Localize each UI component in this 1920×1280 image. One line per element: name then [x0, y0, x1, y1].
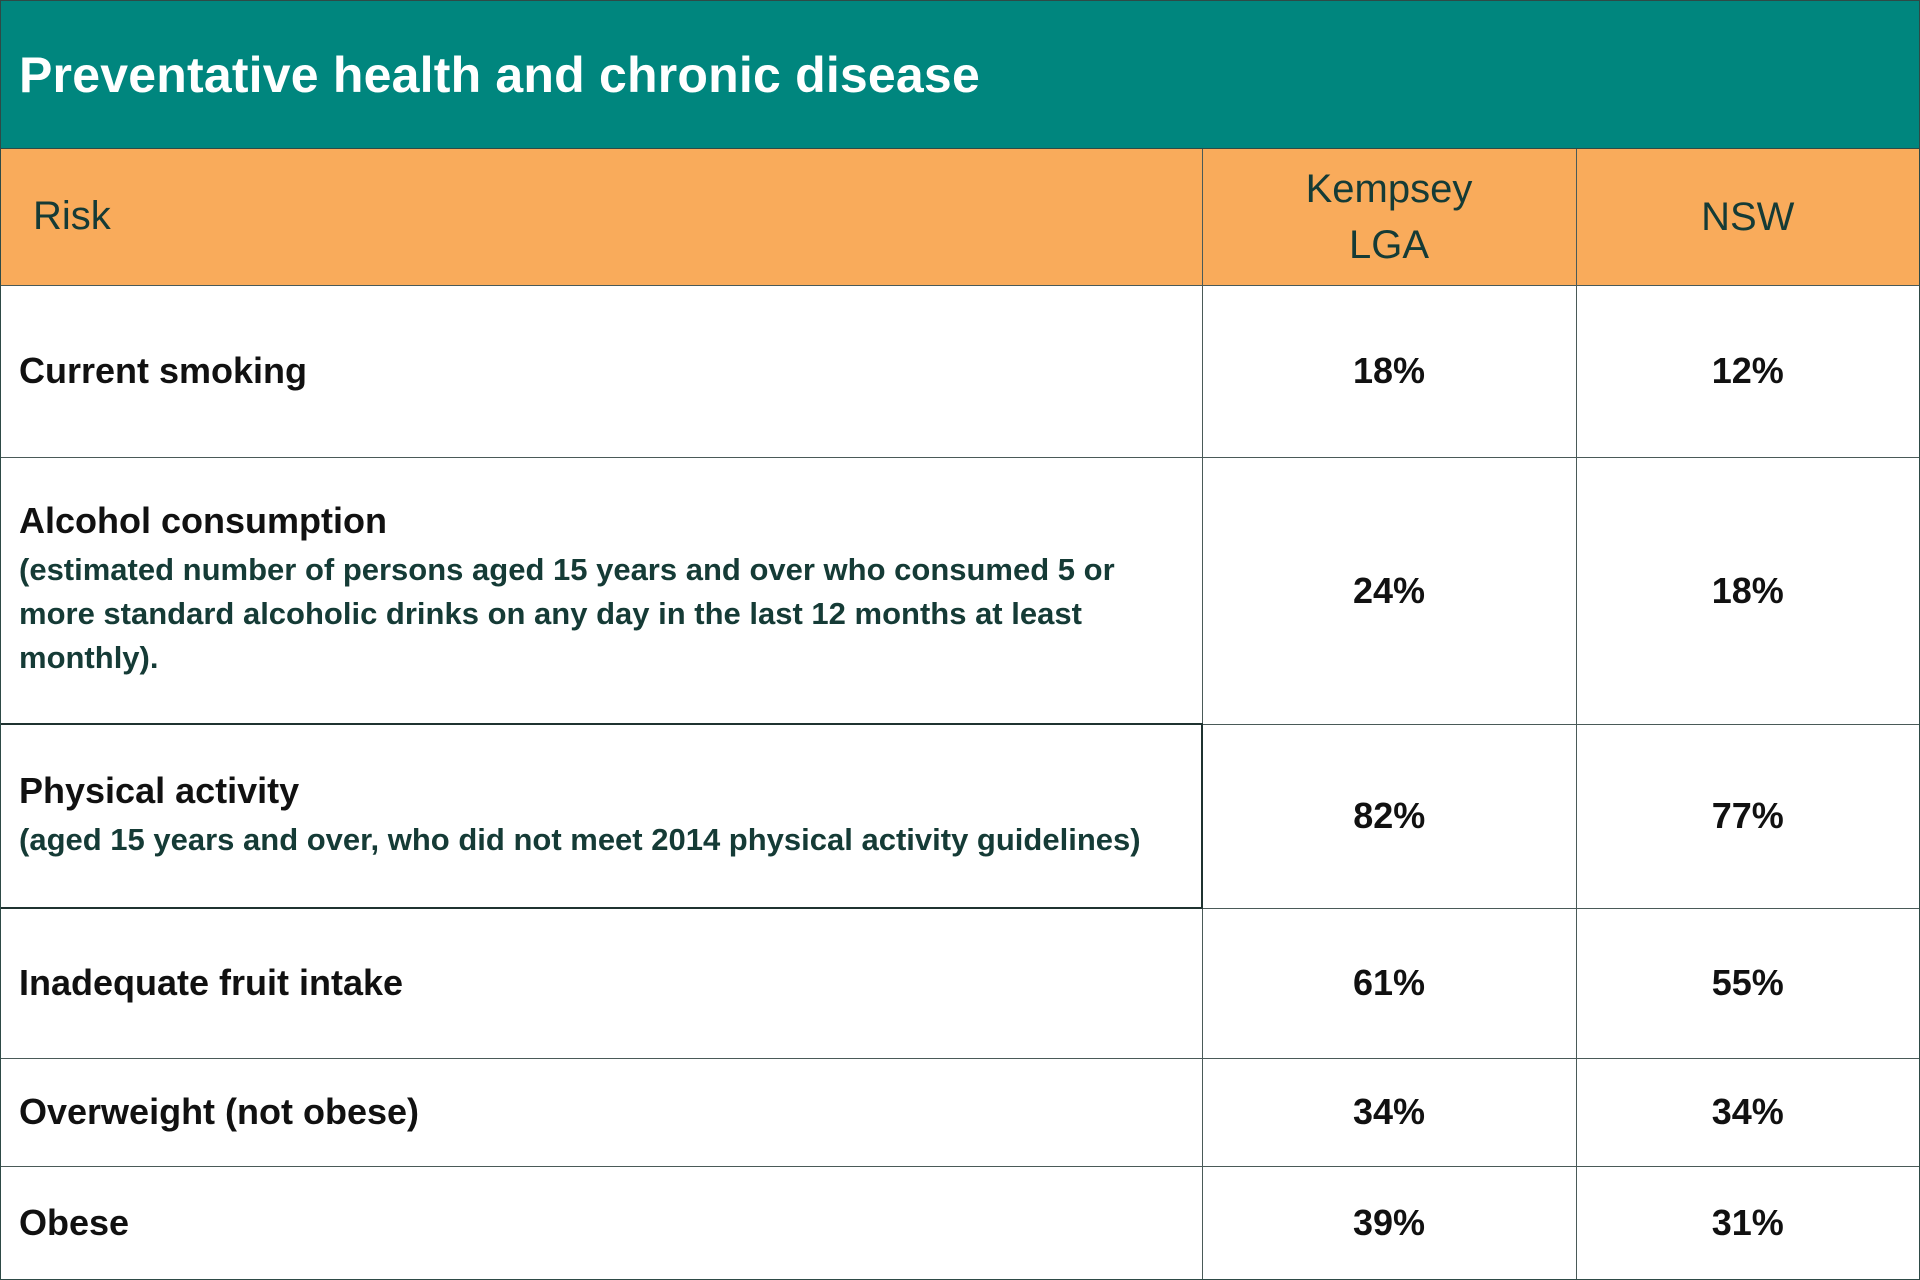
table-row: Inadequate fruit intake 61% 55% [1, 907, 1919, 1059]
kempsey-value: 39% [1201, 1165, 1577, 1279]
column-header-nsw: NSW [1575, 149, 1919, 286]
risk-note: (aged 15 years and over, who did not mee… [19, 822, 1141, 857]
column-header-kempsey: Kempsey LGA [1201, 149, 1577, 286]
nsw-value: 18% [1575, 456, 1919, 725]
risk-cell: Current smoking [1, 284, 1203, 458]
kempsey-value: 24% [1201, 456, 1577, 725]
title-bar: Preventative health and chronic disease [1, 1, 1919, 149]
risk-label: Physical activity [19, 770, 300, 811]
kempsey-value: 18% [1201, 284, 1577, 458]
page-title: Preventative health and chronic disease [19, 46, 980, 103]
nsw-value: 55% [1575, 907, 1919, 1059]
column-header-kempsey-line1: Kempsey [1305, 166, 1473, 211]
column-header-kempsey-line2: LGA [1348, 222, 1430, 267]
kempsey-value: 82% [1201, 723, 1577, 909]
risk-cell: Alcohol consumption (estimated number of… [1, 456, 1203, 725]
table-row: Overweight (not obese) 34% 34% [1, 1057, 1919, 1167]
table-row: Alcohol consumption (estimated number of… [1, 456, 1919, 725]
table-row: Obese 39% 31% [1, 1165, 1919, 1279]
nsw-value: 77% [1575, 723, 1919, 909]
nsw-value: 31% [1575, 1165, 1919, 1279]
column-header-risk: Risk [1, 149, 1203, 286]
risk-note: (estimated number of persons aged 15 yea… [19, 552, 1115, 676]
nsw-value: 12% [1575, 284, 1919, 458]
table-row: Physical activity (aged 15 years and ove… [1, 723, 1919, 909]
nsw-value: 34% [1575, 1057, 1919, 1167]
risk-label: Inadequate fruit intake [19, 962, 404, 1004]
risk-label: Overweight (not obese) [19, 1091, 420, 1132]
kempsey-value: 34% [1201, 1057, 1577, 1167]
risk-cell: Obese [1, 1165, 1203, 1279]
risk-label: Current smoking [19, 350, 308, 391]
risk-cell: Physical activity (aged 15 years and ove… [1, 723, 1203, 909]
risk-cell: Inadequate fruit intake [1, 907, 1203, 1059]
risk-table: Risk Kempsey LGA NSW Current smoking 18%… [1, 149, 1919, 1279]
risk-label: Alcohol consumption [19, 500, 387, 542]
table-row: Current smoking 18% 12% [1, 284, 1919, 458]
header-row: Risk Kempsey LGA NSW [1, 149, 1919, 286]
risk-label: Obese [19, 1201, 130, 1243]
risk-cell: Overweight (not obese) [1, 1057, 1203, 1167]
kempsey-value: 61% [1201, 907, 1577, 1059]
